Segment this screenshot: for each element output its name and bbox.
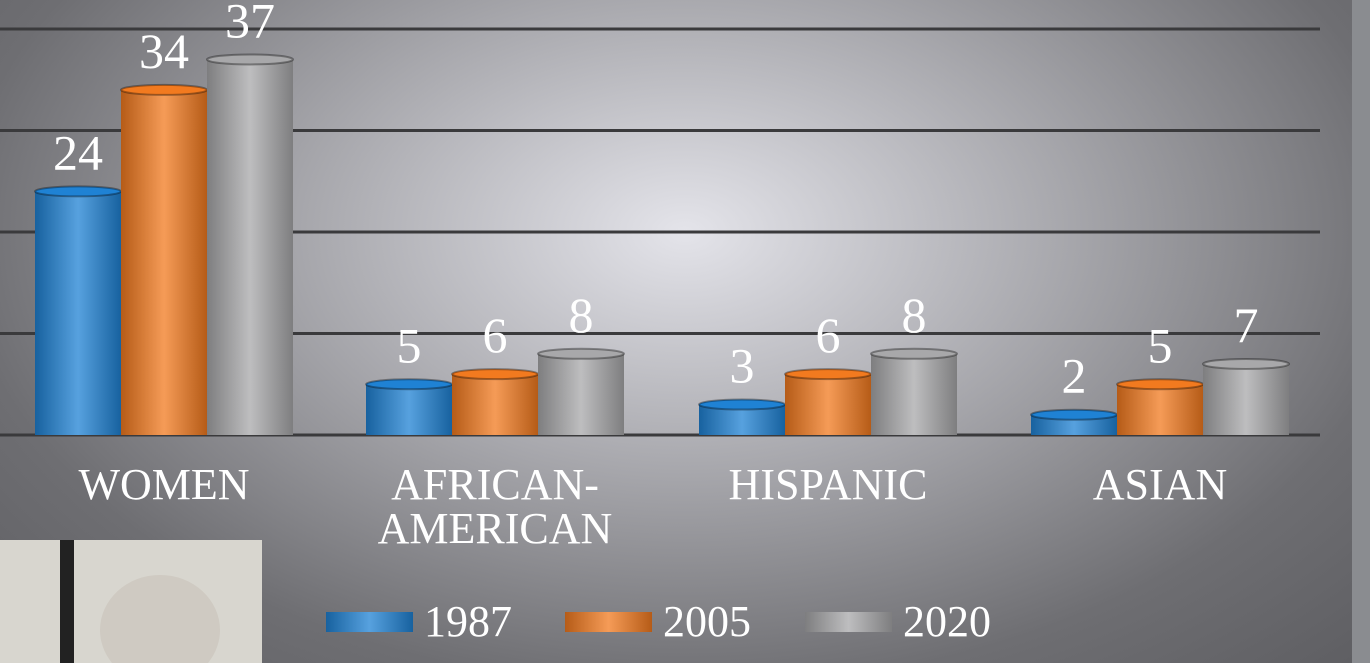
value-label: 3 [730, 338, 755, 394]
bar-shade [785, 374, 871, 435]
bar-top [120, 83, 208, 96]
legend-label: 2005 [663, 597, 751, 646]
bar-top [451, 368, 539, 381]
x-tick-label: HISPANIC [728, 460, 928, 509]
value-label: 8 [569, 287, 594, 343]
bar-shade [366, 384, 452, 435]
x-tick-label: AFRICAN-AMERICAN [377, 460, 613, 553]
value-label: 37 [225, 0, 275, 48]
side-strip [1352, 0, 1370, 663]
photo-detail [100, 575, 220, 663]
bar-shade [871, 353, 957, 435]
x-tick-label: WOMEN [78, 460, 250, 509]
bar-shade [699, 404, 785, 435]
legend-label: 1987 [424, 597, 512, 646]
value-label: 24 [53, 124, 103, 180]
bar-top [784, 368, 872, 381]
bar-shade [1203, 363, 1289, 435]
bar-top [1116, 378, 1204, 391]
bar-shade [35, 191, 121, 435]
value-label: 5 [1148, 317, 1173, 373]
bar-top [537, 347, 625, 360]
x-tick-label: ASIAN [1092, 460, 1228, 509]
value-label: 6 [483, 307, 508, 363]
value-label: 7 [1234, 297, 1259, 353]
bar-shade [121, 89, 207, 436]
bar-top [1202, 357, 1290, 370]
bar-shade [452, 374, 538, 435]
bar-shade [207, 59, 293, 435]
bar-top [34, 185, 122, 198]
legend-swatch-shade [565, 612, 652, 632]
value-label: 34 [139, 23, 189, 79]
legend-swatch-shade [805, 612, 892, 632]
legend-label: 2020 [903, 597, 991, 646]
legend-swatch-shade [326, 612, 413, 632]
value-label: 5 [397, 317, 422, 373]
bar-top [870, 347, 958, 360]
bar-top [365, 378, 453, 391]
bar-shade [1031, 414, 1117, 435]
photo-detail [60, 540, 74, 663]
value-label: 6 [816, 307, 841, 363]
bar-top [1030, 408, 1118, 421]
bar-top [698, 398, 786, 411]
bar-shade [538, 353, 624, 435]
bar-top [206, 53, 294, 66]
value-label: 2 [1062, 348, 1087, 404]
value-label: 8 [902, 287, 927, 343]
bar-shade [1117, 384, 1203, 435]
